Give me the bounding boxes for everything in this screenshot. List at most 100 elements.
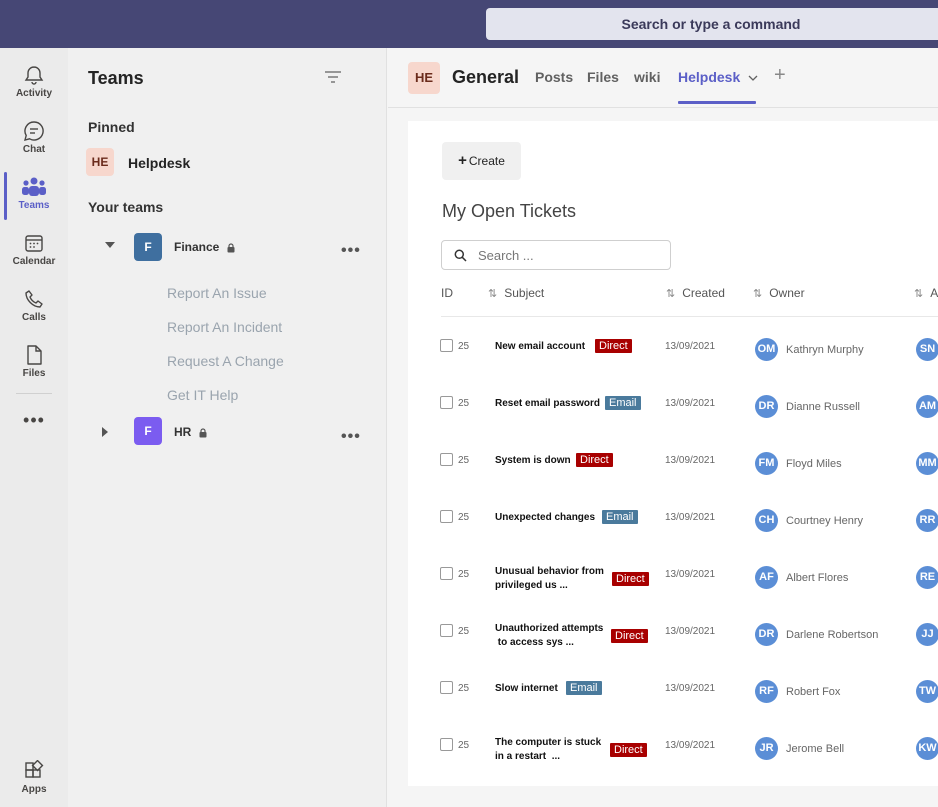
rail-activity-label: Activity xyxy=(15,88,53,99)
channel-get-it-help[interactable]: Get IT Help xyxy=(167,387,239,403)
rail-calls[interactable]: Calls xyxy=(0,284,68,334)
table-row[interactable]: 25 Unusual behavior from privileged us ..… xyxy=(408,547,938,604)
ticket-created: 13/09/2021 xyxy=(665,512,716,523)
hr-more-options[interactable]: ••• xyxy=(341,428,361,445)
owner-avatar: JR xyxy=(755,737,778,760)
column-id[interactable]: ID xyxy=(441,286,453,300)
rail-files[interactable]: Files xyxy=(0,340,68,390)
tab-wiki[interactable]: wiki xyxy=(634,69,661,85)
ticket-id: 25 xyxy=(458,740,470,751)
create-button-label: Create xyxy=(468,154,505,168)
add-tab-button[interactable]: + xyxy=(774,64,786,86)
row-checkbox[interactable] xyxy=(440,339,453,352)
column-subject[interactable]: ⇅ Subject xyxy=(488,286,544,300)
ticket-subject: System is down xyxy=(495,454,610,468)
tab-files[interactable]: Files xyxy=(587,69,619,85)
ticket-created: 13/09/2021 xyxy=(665,626,716,637)
helpdesk-avatar: HE xyxy=(86,148,114,176)
rail-chat[interactable]: Chat xyxy=(0,116,68,166)
ticket-subject: New email account xyxy=(495,340,610,354)
table-row[interactable]: 25 System is down Direct 13/09/2021 FM F… xyxy=(408,433,938,490)
ticket-created: 13/09/2021 xyxy=(665,569,716,580)
rail-activity[interactable]: Activity xyxy=(0,60,68,110)
table-row[interactable]: 25 Unexpected changes Email 13/09/2021 C… xyxy=(408,490,938,547)
row-checkbox[interactable] xyxy=(440,681,453,694)
owner-name: Courtney Henry xyxy=(786,515,864,527)
channel-report-an-issue[interactable]: Report An Issue xyxy=(167,285,267,301)
owner-name: Dianne Russell xyxy=(786,401,860,413)
finance-more-options[interactable]: ••• xyxy=(341,242,361,259)
row-checkbox[interactable] xyxy=(440,453,453,466)
header-divider xyxy=(441,316,938,317)
column-owner-label: Owner xyxy=(769,286,805,300)
ticket-id: 25 xyxy=(458,455,470,466)
table-row[interactable]: 25 Reset email password Email 13/09/2021… xyxy=(408,376,938,433)
ticket-subject-line2: to access sys ... xyxy=(495,637,574,648)
ticket-search xyxy=(441,240,671,270)
caret-down-icon[interactable] xyxy=(105,242,115,248)
finance-name-row: Finance xyxy=(174,240,235,254)
ticket-search-input[interactable] xyxy=(478,245,658,265)
filter-icon[interactable] xyxy=(324,70,342,84)
channel-avatar: HE xyxy=(408,62,440,94)
hr-name-row: HR xyxy=(174,425,207,439)
assignee-avatar: RR xyxy=(916,509,938,532)
owner-avatar: DR xyxy=(755,623,778,646)
sort-icon: ⇅ xyxy=(488,288,498,300)
sort-icon: ⇅ xyxy=(753,288,763,300)
rail-apps[interactable]: Apps xyxy=(0,756,68,806)
tab-posts[interactable]: Posts xyxy=(535,69,574,85)
owner-avatar: DR xyxy=(755,395,778,418)
create-button[interactable]: + Create xyxy=(442,142,521,180)
tab-helpdesk-label: Helpdesk xyxy=(678,69,741,85)
tag-badge: Email xyxy=(602,510,638,524)
rail-teams[interactable]: Teams xyxy=(0,172,68,222)
row-checkbox[interactable] xyxy=(440,738,453,751)
row-checkbox[interactable] xyxy=(440,624,453,637)
ticket-id: 25 xyxy=(458,683,470,694)
table-row[interactable]: 25 Slow internet Email 13/09/2021 RF Rob… xyxy=(408,661,938,718)
rail-chat-label: Chat xyxy=(22,144,46,155)
rail-files-label: Files xyxy=(22,368,46,379)
column-created[interactable]: ⇅ Created xyxy=(666,286,725,300)
rail-teams-label: Teams xyxy=(18,200,50,211)
tag-badge: Direct xyxy=(612,572,649,586)
column-assignee[interactable]: ⇅ A xyxy=(914,286,938,300)
owner-avatar: AF xyxy=(755,566,778,589)
command-search-bar[interactable]: Search or type a command xyxy=(486,8,938,40)
ticket-id: 25 xyxy=(458,626,470,637)
column-owner[interactable]: ⇅ Owner xyxy=(753,286,805,300)
assignee-avatar: JJ xyxy=(916,623,938,646)
rail-calls-label: Calls xyxy=(22,312,46,323)
row-checkbox[interactable] xyxy=(440,396,453,409)
tab-helpdesk[interactable]: Helpdesk xyxy=(678,69,758,85)
table-row[interactable]: 25 Unauthorized attempts to access sys .… xyxy=(408,604,938,661)
column-assignee-label: A xyxy=(930,286,938,300)
rail-more-apps[interactable]: ••• xyxy=(23,410,45,430)
tag-badge: Direct xyxy=(611,629,648,643)
channel-request-a-change[interactable]: Request A Change xyxy=(167,353,284,369)
app-rail: Activity Chat Teams Calendar Calls Files… xyxy=(0,48,68,807)
lock-icon xyxy=(227,243,235,253)
channel-report-an-incident[interactable]: Report An Incident xyxy=(167,319,283,335)
table-row[interactable]: 25 New email account Direct 13/09/2021 O… xyxy=(408,319,938,376)
assignee-avatar: RE xyxy=(916,566,938,589)
rail-apps-label: Apps xyxy=(21,784,47,795)
caret-right-icon[interactable] xyxy=(102,427,108,437)
table-row[interactable]: 25 The computer is stuck in a restart ...… xyxy=(408,718,938,775)
search-icon xyxy=(454,249,467,262)
ticket-created: 13/09/2021 xyxy=(665,740,716,751)
rail-calendar[interactable]: Calendar xyxy=(0,228,68,278)
assignee-avatar: TW xyxy=(916,680,938,703)
row-checkbox[interactable] xyxy=(440,567,453,580)
title-bar: Search or type a command xyxy=(0,0,938,48)
ticket-created: 13/09/2021 xyxy=(665,398,716,409)
assignee-avatar: AM xyxy=(916,395,938,418)
rail-calendar-label: Calendar xyxy=(12,256,56,267)
teams-icon xyxy=(22,177,46,196)
row-checkbox[interactable] xyxy=(440,510,453,523)
tag-badge: Direct xyxy=(595,339,632,353)
sort-icon: ⇅ xyxy=(914,288,924,300)
phone-icon xyxy=(25,290,43,308)
active-tab-indicator xyxy=(678,101,756,104)
